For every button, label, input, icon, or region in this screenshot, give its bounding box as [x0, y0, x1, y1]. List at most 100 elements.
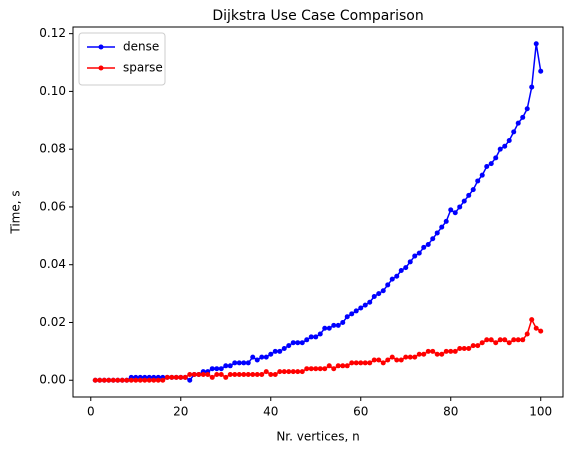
- data-point: [398, 267, 404, 273]
- data-point: [479, 340, 485, 346]
- data-point: [470, 343, 476, 349]
- x-tick-label: 100: [529, 405, 552, 419]
- data-point: [290, 340, 296, 346]
- data-point: [326, 325, 332, 331]
- data-point: [290, 369, 296, 375]
- data-point: [457, 345, 463, 351]
- chart-title: Dijkstra Use Case Comparison: [212, 8, 423, 24]
- data-point: [133, 377, 139, 383]
- data-point: [349, 360, 355, 366]
- data-point: [295, 369, 301, 375]
- data-point: [412, 253, 418, 259]
- data-point: [326, 363, 332, 369]
- data-point: [241, 360, 247, 366]
- data-point: [281, 369, 287, 375]
- data-point: [497, 146, 503, 152]
- data-point: [268, 351, 274, 357]
- data-point: [430, 236, 436, 242]
- y-axis-label: Time, s: [9, 190, 23, 234]
- data-point: [268, 371, 274, 377]
- data-point: [304, 337, 310, 343]
- data-point: [263, 354, 269, 360]
- data-point: [223, 374, 229, 380]
- data-point: [515, 120, 521, 126]
- data-point: [236, 360, 242, 366]
- data-point: [448, 348, 454, 354]
- data-point: [286, 343, 292, 349]
- data-point: [322, 366, 328, 372]
- data-point: [524, 331, 530, 337]
- data-point: [353, 308, 359, 314]
- data-point: [259, 354, 265, 360]
- data-point: [164, 374, 170, 380]
- data-point: [497, 337, 503, 343]
- data-point: [160, 377, 166, 383]
- data-point: [146, 377, 152, 383]
- data-point: [421, 351, 427, 357]
- data-point: [223, 363, 229, 369]
- data-point: [439, 224, 445, 230]
- data-point: [385, 357, 391, 363]
- data-point: [349, 311, 355, 317]
- data-point: [506, 138, 512, 144]
- data-point: [227, 363, 233, 369]
- data-point: [277, 348, 283, 354]
- data-point: [538, 328, 544, 334]
- data-point: [250, 371, 256, 377]
- data-point: [317, 366, 323, 372]
- data-point: [218, 371, 224, 377]
- legend-label: sparse: [123, 61, 163, 75]
- data-point: [137, 377, 143, 383]
- legend-label: dense: [123, 40, 159, 54]
- data-point: [313, 366, 319, 372]
- data-point: [529, 84, 535, 90]
- data-point: [362, 302, 368, 308]
- data-point: [272, 371, 278, 377]
- data-point: [376, 357, 382, 363]
- data-point: [317, 331, 323, 337]
- data-point: [178, 374, 184, 380]
- data-point: [389, 276, 395, 282]
- data-point: [380, 360, 386, 366]
- data-point: [457, 204, 463, 210]
- data-point: [322, 325, 328, 331]
- data-point: [340, 319, 346, 325]
- data-point: [466, 345, 472, 351]
- data-point: [340, 363, 346, 369]
- x-tick-label: 80: [443, 405, 458, 419]
- data-point: [407, 354, 413, 360]
- data-point: [272, 348, 278, 354]
- x-axis-label: Nr. vertices, n: [276, 430, 359, 444]
- data-point: [470, 187, 476, 193]
- data-point: [452, 348, 458, 354]
- data-point: [443, 218, 449, 224]
- plot-frame: [72, 26, 564, 398]
- data-point: [443, 348, 449, 354]
- data-point: [371, 293, 377, 299]
- data-point: [313, 334, 319, 340]
- data-point: [493, 340, 499, 346]
- data-point: [380, 288, 386, 294]
- data-point: [196, 371, 202, 377]
- data-point: [245, 371, 251, 377]
- data-point: [538, 68, 544, 74]
- data-point: [425, 241, 431, 247]
- data-point: [308, 366, 314, 372]
- data-point: [407, 259, 413, 265]
- x-tick-label: 40: [263, 405, 278, 419]
- data-point: [421, 244, 427, 250]
- y-tick-label: 0.08: [39, 142, 66, 156]
- data-point: [376, 291, 382, 297]
- data-point: [115, 377, 121, 383]
- data-point: [281, 345, 287, 351]
- data-point: [173, 374, 179, 380]
- data-point: [187, 377, 193, 383]
- x-tick-label: 0: [87, 405, 95, 419]
- data-point: [331, 366, 337, 372]
- data-point: [533, 325, 539, 331]
- data-point: [344, 314, 350, 320]
- x-tick-label: 60: [353, 405, 368, 419]
- data-point: [286, 369, 292, 375]
- data-point: [502, 337, 508, 343]
- data-point: [119, 377, 125, 383]
